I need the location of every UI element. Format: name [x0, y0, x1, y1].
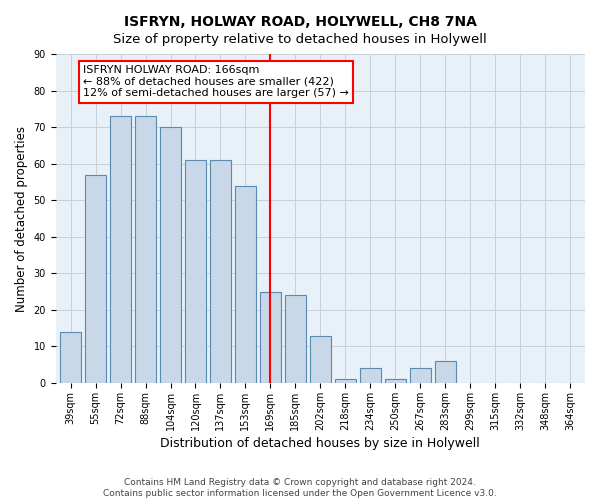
Bar [410, 368, 431, 383]
Text: ISFRYN, HOLWAY ROAD, HOLYWELL, CH8 7NA: ISFRYN, HOLWAY ROAD, HOLYWELL, CH8 7NA [124, 15, 476, 29]
Bar [310, 336, 331, 383]
Y-axis label: Number of detached properties: Number of detached properties [15, 126, 28, 312]
Text: Size of property relative to detached houses in Holywell: Size of property relative to detached ho… [113, 32, 487, 46]
Bar [60, 332, 81, 383]
Bar [335, 380, 356, 383]
Bar [235, 186, 256, 383]
Bar [434, 361, 456, 383]
Text: Contains HM Land Registry data © Crown copyright and database right 2024.
Contai: Contains HM Land Registry data © Crown c… [103, 478, 497, 498]
X-axis label: Distribution of detached houses by size in Holywell: Distribution of detached houses by size … [160, 437, 480, 450]
Bar [110, 116, 131, 383]
Bar [85, 174, 106, 383]
Bar [359, 368, 381, 383]
Bar [260, 292, 281, 383]
Bar [135, 116, 156, 383]
Bar [210, 160, 231, 383]
Bar [160, 127, 181, 383]
Text: ISFRYN HOLWAY ROAD: 166sqm
← 88% of detached houses are smaller (422)
12% of sem: ISFRYN HOLWAY ROAD: 166sqm ← 88% of deta… [83, 65, 349, 98]
Bar [285, 296, 306, 383]
Bar [385, 380, 406, 383]
Bar [185, 160, 206, 383]
